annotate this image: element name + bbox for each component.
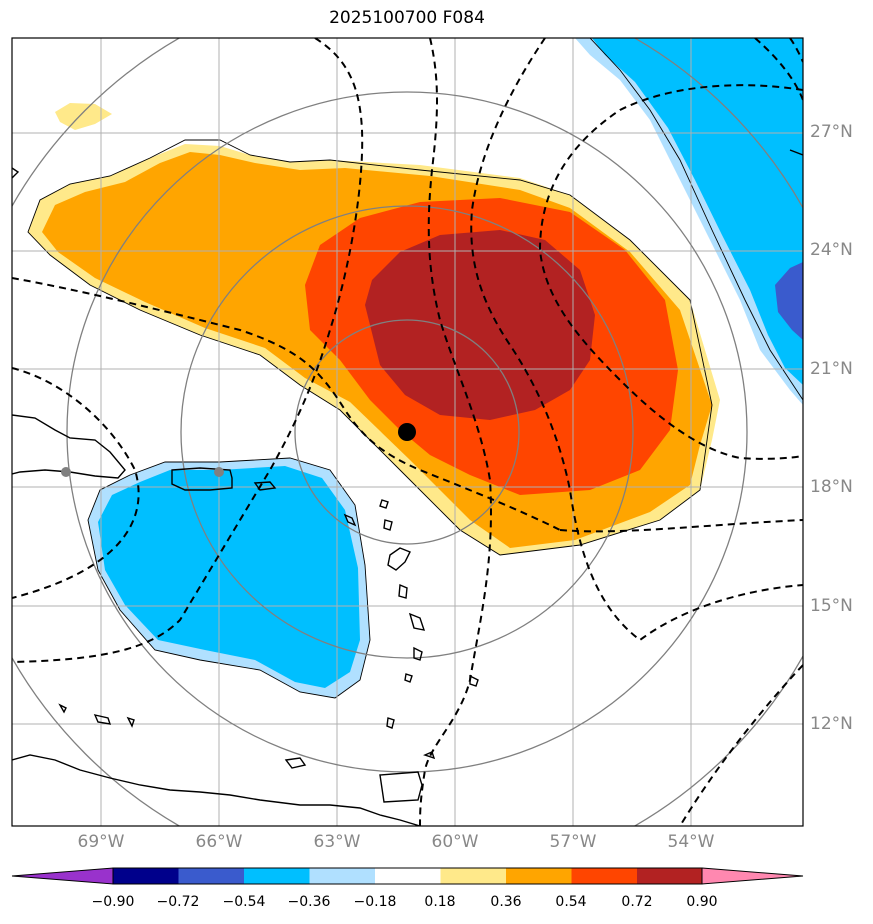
lat-label-15n: 15°N	[810, 596, 853, 616]
colorbar-tick-8: 0.54	[555, 894, 586, 910]
colorbar-segment-7	[506, 868, 572, 884]
colorbar-segment-1	[113, 868, 179, 884]
lat-label-21n: 21°N	[810, 359, 853, 379]
colorbar-tick-10: 0.90	[686, 894, 717, 910]
storm-center-marker	[398, 423, 416, 441]
colorbar-segment-9	[637, 868, 702, 884]
lat-label-24n: 24°N	[810, 240, 853, 260]
colorbar-segment-4	[310, 868, 376, 884]
lat-label-12n: 12°N	[810, 714, 853, 734]
lon-label-63w: 63°W	[314, 832, 361, 852]
colorbar	[12, 868, 803, 884]
colorbar-tick-5: −0.18	[354, 894, 397, 910]
colorbar-segment-5	[375, 868, 441, 884]
lon-label-60w: 60°W	[432, 832, 479, 852]
colorbar-extend-low	[12, 868, 113, 884]
colorbar-segment-2	[179, 868, 245, 884]
lat-label-18n: 18°N	[810, 477, 853, 497]
colorbar-tick-6: 0.18	[424, 894, 455, 910]
colorbar-tick-9: 0.72	[621, 894, 652, 910]
colorbar-tick-4: −0.36	[288, 894, 331, 910]
colorbar-segment-8	[572, 868, 638, 884]
colorbar-tick-3: −0.54	[223, 894, 266, 910]
lon-label-54w: 54°W	[668, 832, 715, 852]
colorbar-tick-1: −0.90	[92, 894, 135, 910]
reference-point-east	[214, 467, 224, 477]
colorbar-extend-high	[702, 868, 803, 884]
colorbar-tick-7: 0.36	[490, 894, 521, 910]
reference-point-west	[61, 467, 71, 477]
colorbar-segment-3	[244, 868, 310, 884]
lon-label-57w: 57°W	[550, 832, 597, 852]
lon-label-69w: 69°W	[78, 832, 125, 852]
lon-label-66w: 66°W	[196, 832, 243, 852]
colorbar-tick-2: −0.72	[157, 894, 200, 910]
map-panel	[0, 0, 862, 887]
colorbar-segment-6	[441, 868, 507, 884]
lat-label-27n: 27°N	[810, 122, 853, 142]
